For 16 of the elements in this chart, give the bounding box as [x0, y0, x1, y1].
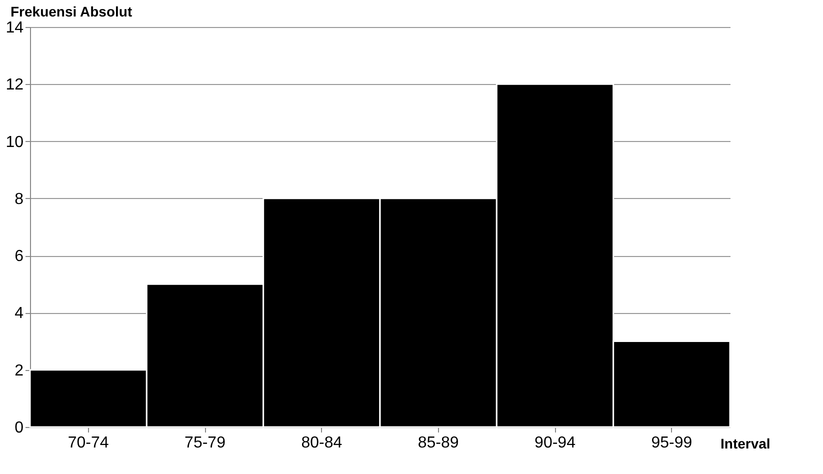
y-tick-label: 6	[14, 248, 24, 266]
x-tick-label: 80-84	[301, 434, 342, 452]
x-tick-label: 95-99	[651, 434, 692, 452]
y-tick-label: 14	[6, 20, 24, 36]
y-tick-label: 4	[14, 305, 24, 322]
x-tick-label: 70-74	[68, 434, 109, 452]
y-tick-label: 2	[14, 362, 24, 380]
x-tick-label: 90-94	[534, 434, 576, 452]
y-tick-label: 10	[6, 134, 24, 151]
y-tick-label: 0	[14, 420, 24, 436]
x-tick-label: 85-89	[418, 434, 459, 452]
x-axis-title: Interval	[720, 436, 770, 452]
y-axis-title: Frekuensi Absolut	[10, 4, 132, 20]
y-tick-label: 12	[6, 76, 24, 94]
y-tick-label: 8	[14, 190, 24, 208]
x-tick-label: 75-79	[184, 434, 226, 452]
